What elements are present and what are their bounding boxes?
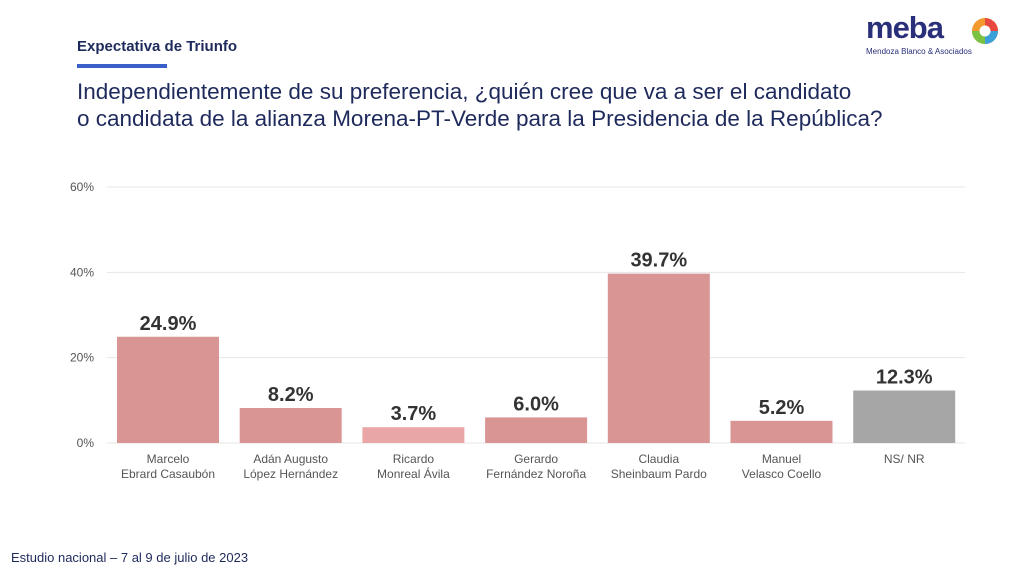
value-label: 24.9%: [140, 313, 197, 335]
bar: [607, 273, 710, 443]
category-label: NS/ NR: [884, 452, 925, 466]
y-tick-label: 60%: [70, 180, 94, 194]
bar: [853, 390, 956, 443]
category-label: Gerardo: [514, 452, 558, 466]
bar: [362, 427, 465, 443]
category-label: Sheinbaum Pardo: [611, 467, 707, 481]
value-label: 39.7%: [630, 250, 687, 272]
question-line-2: o candidata de la alianza Morena-PT-Verd…: [77, 106, 883, 131]
value-label: 8.2%: [268, 384, 314, 406]
category-label: Velasco Coello: [742, 467, 822, 481]
category-label: Claudia: [638, 452, 679, 466]
value-label: 12.3%: [876, 367, 933, 389]
category-label: Ricardo: [393, 452, 435, 466]
y-tick-label: 40%: [70, 265, 94, 279]
bar: [239, 408, 342, 443]
bar: [117, 336, 219, 443]
category-label: Fernández Noroña: [486, 467, 586, 481]
logo-swirl-icon: [972, 18, 998, 44]
category-label: Adán Augusto: [253, 452, 328, 466]
bar: [730, 420, 833, 443]
section-label: Expectativa de Triunfo: [77, 38, 238, 55]
logo-tagline: Mendoza Blanco & Asociados: [866, 47, 972, 56]
value-label: 5.2%: [759, 397, 805, 419]
category-label: Monreal Ávila: [377, 466, 450, 481]
meba-logo: meba Mendoza Blanco & Asociados: [864, 10, 1004, 62]
footer-note: Estudio nacional – 7 al 9 de julio de 20…: [11, 550, 249, 565]
logo-wordmark: meba: [866, 10, 944, 45]
section-underline: [77, 64, 167, 68]
category-label: López Hernández: [243, 467, 338, 481]
question-title: Independientemente de su preferencia, ¿q…: [77, 78, 957, 132]
category-label: Marcelo: [147, 452, 190, 466]
question-line-1: Independientemente de su preferencia, ¿q…: [77, 79, 852, 104]
category-label: Manuel: [762, 452, 801, 466]
y-tick-label: 0%: [77, 436, 95, 450]
value-label: 6.0%: [513, 393, 559, 415]
y-tick-label: 20%: [70, 351, 94, 365]
value-label: 3.7%: [391, 403, 437, 425]
bar: [485, 417, 588, 443]
category-label: Ebrard Casaubón: [121, 467, 215, 481]
